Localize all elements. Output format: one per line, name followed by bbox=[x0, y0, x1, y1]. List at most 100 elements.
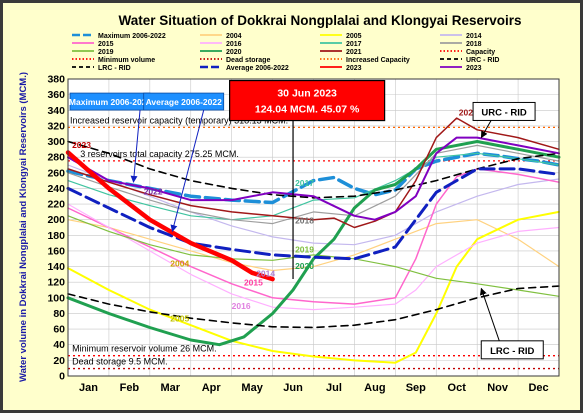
y-tick-label: 200 bbox=[47, 214, 65, 226]
legend: Maximum 2006-2022 2004 2005 2014 2015 2016 201… bbox=[72, 33, 499, 72]
series-label-2023: 2023 bbox=[72, 140, 91, 150]
y-tick-label: 220 bbox=[47, 199, 65, 211]
legend-label: Capacity bbox=[466, 49, 495, 56]
x-tick-label: Jul bbox=[326, 382, 342, 394]
info-box-arrow bbox=[130, 110, 141, 183]
series-line-2014-c4b8ee bbox=[67, 164, 560, 246]
series-line-2021-a01818 bbox=[67, 117, 560, 229]
x-tick-label: Jan bbox=[79, 382, 98, 394]
legend-label: 2023 bbox=[346, 65, 362, 72]
y-tick-label: 240 bbox=[47, 183, 65, 195]
annotation-text: Minimum reservoir volume 26 MCM. bbox=[72, 344, 217, 354]
y-tick-label: 140 bbox=[47, 261, 65, 273]
y-tick-label: 0 bbox=[59, 371, 65, 383]
series-line-urc-rid-000000 bbox=[67, 140, 560, 199]
series-label-2016: 2016 bbox=[232, 301, 251, 311]
annotation-text: 3 reservoirs total capacity 275.25 MCM. bbox=[80, 149, 239, 159]
callout-value: 124.04 MCM. 45.07 % bbox=[255, 104, 360, 116]
axes: 0 20 40 60 80 100 120 140 160 180 200 220 240 260 280 3… bbox=[47, 74, 548, 395]
legend-label: 2021 bbox=[346, 49, 362, 56]
side-label-box bbox=[472, 101, 536, 121]
y-tick-label: 260 bbox=[47, 167, 65, 179]
series-line-2019-80c040 bbox=[67, 215, 560, 297]
x-tick-label: Mar bbox=[161, 382, 181, 394]
series-label-2020: 2020 bbox=[295, 261, 314, 271]
series-label-2017: 2017 bbox=[295, 178, 314, 188]
legend-label: Minimum volume bbox=[98, 57, 155, 64]
side-label-box bbox=[480, 340, 544, 360]
series-line-maximum-2006-2022-1e8fd8 bbox=[66, 151, 561, 205]
chart-title: Water Situation of Dokkrai Nongplalai an… bbox=[118, 13, 521, 28]
series-label-2015: 2015 bbox=[244, 277, 263, 287]
legend-label: 2014 bbox=[466, 33, 482, 40]
side-label-text: LRC - RID bbox=[490, 346, 534, 357]
series-line-2004-ffd280 bbox=[67, 219, 560, 272]
series-lines bbox=[65, 117, 561, 364]
side-label-text: URC - RID bbox=[481, 107, 527, 118]
x-tick-label: Jun bbox=[283, 382, 303, 394]
callout-date: 30 Jun 2023 bbox=[277, 88, 337, 100]
legend-label: 2017 bbox=[346, 41, 362, 48]
legend-label: 2023 bbox=[466, 65, 482, 72]
x-tick-label: Oct bbox=[448, 382, 467, 394]
series-line-2023-ff0000 bbox=[65, 150, 275, 282]
y-tick-label: 180 bbox=[47, 230, 65, 242]
legend-label: 2020 bbox=[226, 49, 242, 56]
x-tick-label: Apr bbox=[202, 382, 222, 394]
series-label-2005: 2005 bbox=[170, 313, 189, 323]
plot-border bbox=[67, 78, 560, 377]
y-tick-label: 160 bbox=[47, 245, 65, 257]
y-tick-label: 100 bbox=[47, 292, 65, 304]
legend-label: Increased Capacity bbox=[346, 57, 410, 64]
series-label-2014: 2014 bbox=[256, 269, 275, 279]
annotations: Increased reservoir capacity (temporary)… bbox=[69, 79, 544, 367]
x-tick-label: Feb bbox=[120, 382, 140, 394]
series-line-average-2006-2022-1020c0 bbox=[66, 167, 561, 261]
y-tick-label: 300 bbox=[47, 136, 65, 148]
y-tick-label: 120 bbox=[47, 277, 65, 289]
series-label-2018: 2018 bbox=[295, 216, 314, 226]
annotation-text: Increased reservoir capacity (temporary)… bbox=[70, 115, 288, 125]
series-label-2004: 2004 bbox=[170, 259, 189, 269]
legend-label: Maximum 2006-2022 bbox=[98, 33, 166, 40]
series-label-2019: 2019 bbox=[295, 245, 314, 255]
side-label-arrow bbox=[480, 120, 492, 139]
series-label-2022: 2022 bbox=[144, 187, 163, 197]
legend-label: 2004 bbox=[226, 33, 242, 40]
y-tick-label: 360 bbox=[47, 89, 65, 101]
x-tick-label: Aug bbox=[364, 382, 385, 394]
legend-label: 2018 bbox=[466, 41, 482, 48]
x-tick-label: Dec bbox=[528, 382, 548, 394]
legend-label: LRC - RID bbox=[98, 65, 131, 72]
series-line-2016-ffb0ff bbox=[67, 203, 560, 311]
legend-label: 2019 bbox=[98, 49, 114, 56]
x-tick-label: Nov bbox=[487, 382, 509, 394]
info-box-text: Maximum 2006-2022 bbox=[69, 97, 151, 107]
series-line-2018-9e9e9e bbox=[67, 144, 560, 225]
legend-label: 2016 bbox=[226, 41, 242, 48]
y-tick-label: 80 bbox=[53, 308, 65, 320]
y-tick-label: 380 bbox=[47, 74, 65, 86]
annotation-text: Dead storage 9.5 MCM. bbox=[72, 357, 168, 367]
y-tick-label: 60 bbox=[53, 324, 65, 336]
callout-box bbox=[229, 79, 386, 122]
side-label-arrow bbox=[479, 287, 500, 341]
legend-label: 2015 bbox=[98, 41, 114, 48]
x-tick-label: Sep bbox=[406, 382, 426, 394]
y-tick-label: 280 bbox=[47, 152, 65, 164]
series-line-2023-8000c0 bbox=[67, 136, 560, 221]
legend-label: 2005 bbox=[346, 33, 362, 40]
series-line-lrc-rid-000000 bbox=[67, 285, 560, 329]
y-tick-label: 320 bbox=[47, 120, 65, 132]
y-axis-label: Water volume in Dokkrai Nongplalai and K… bbox=[18, 72, 29, 382]
series-label-2021: 2021 bbox=[459, 108, 478, 118]
y-tick-label: 340 bbox=[47, 105, 65, 117]
legend-label: URC - RID bbox=[466, 57, 499, 64]
y-tick-label: 40 bbox=[53, 339, 65, 351]
legend-label: Average 2006-2022 bbox=[226, 65, 289, 72]
info-box-text: Average 2006-2022 bbox=[146, 97, 223, 107]
info-box-arrow bbox=[170, 109, 205, 233]
legend-label: Dead storage bbox=[226, 57, 270, 64]
y-tick-label: 20 bbox=[53, 355, 65, 367]
